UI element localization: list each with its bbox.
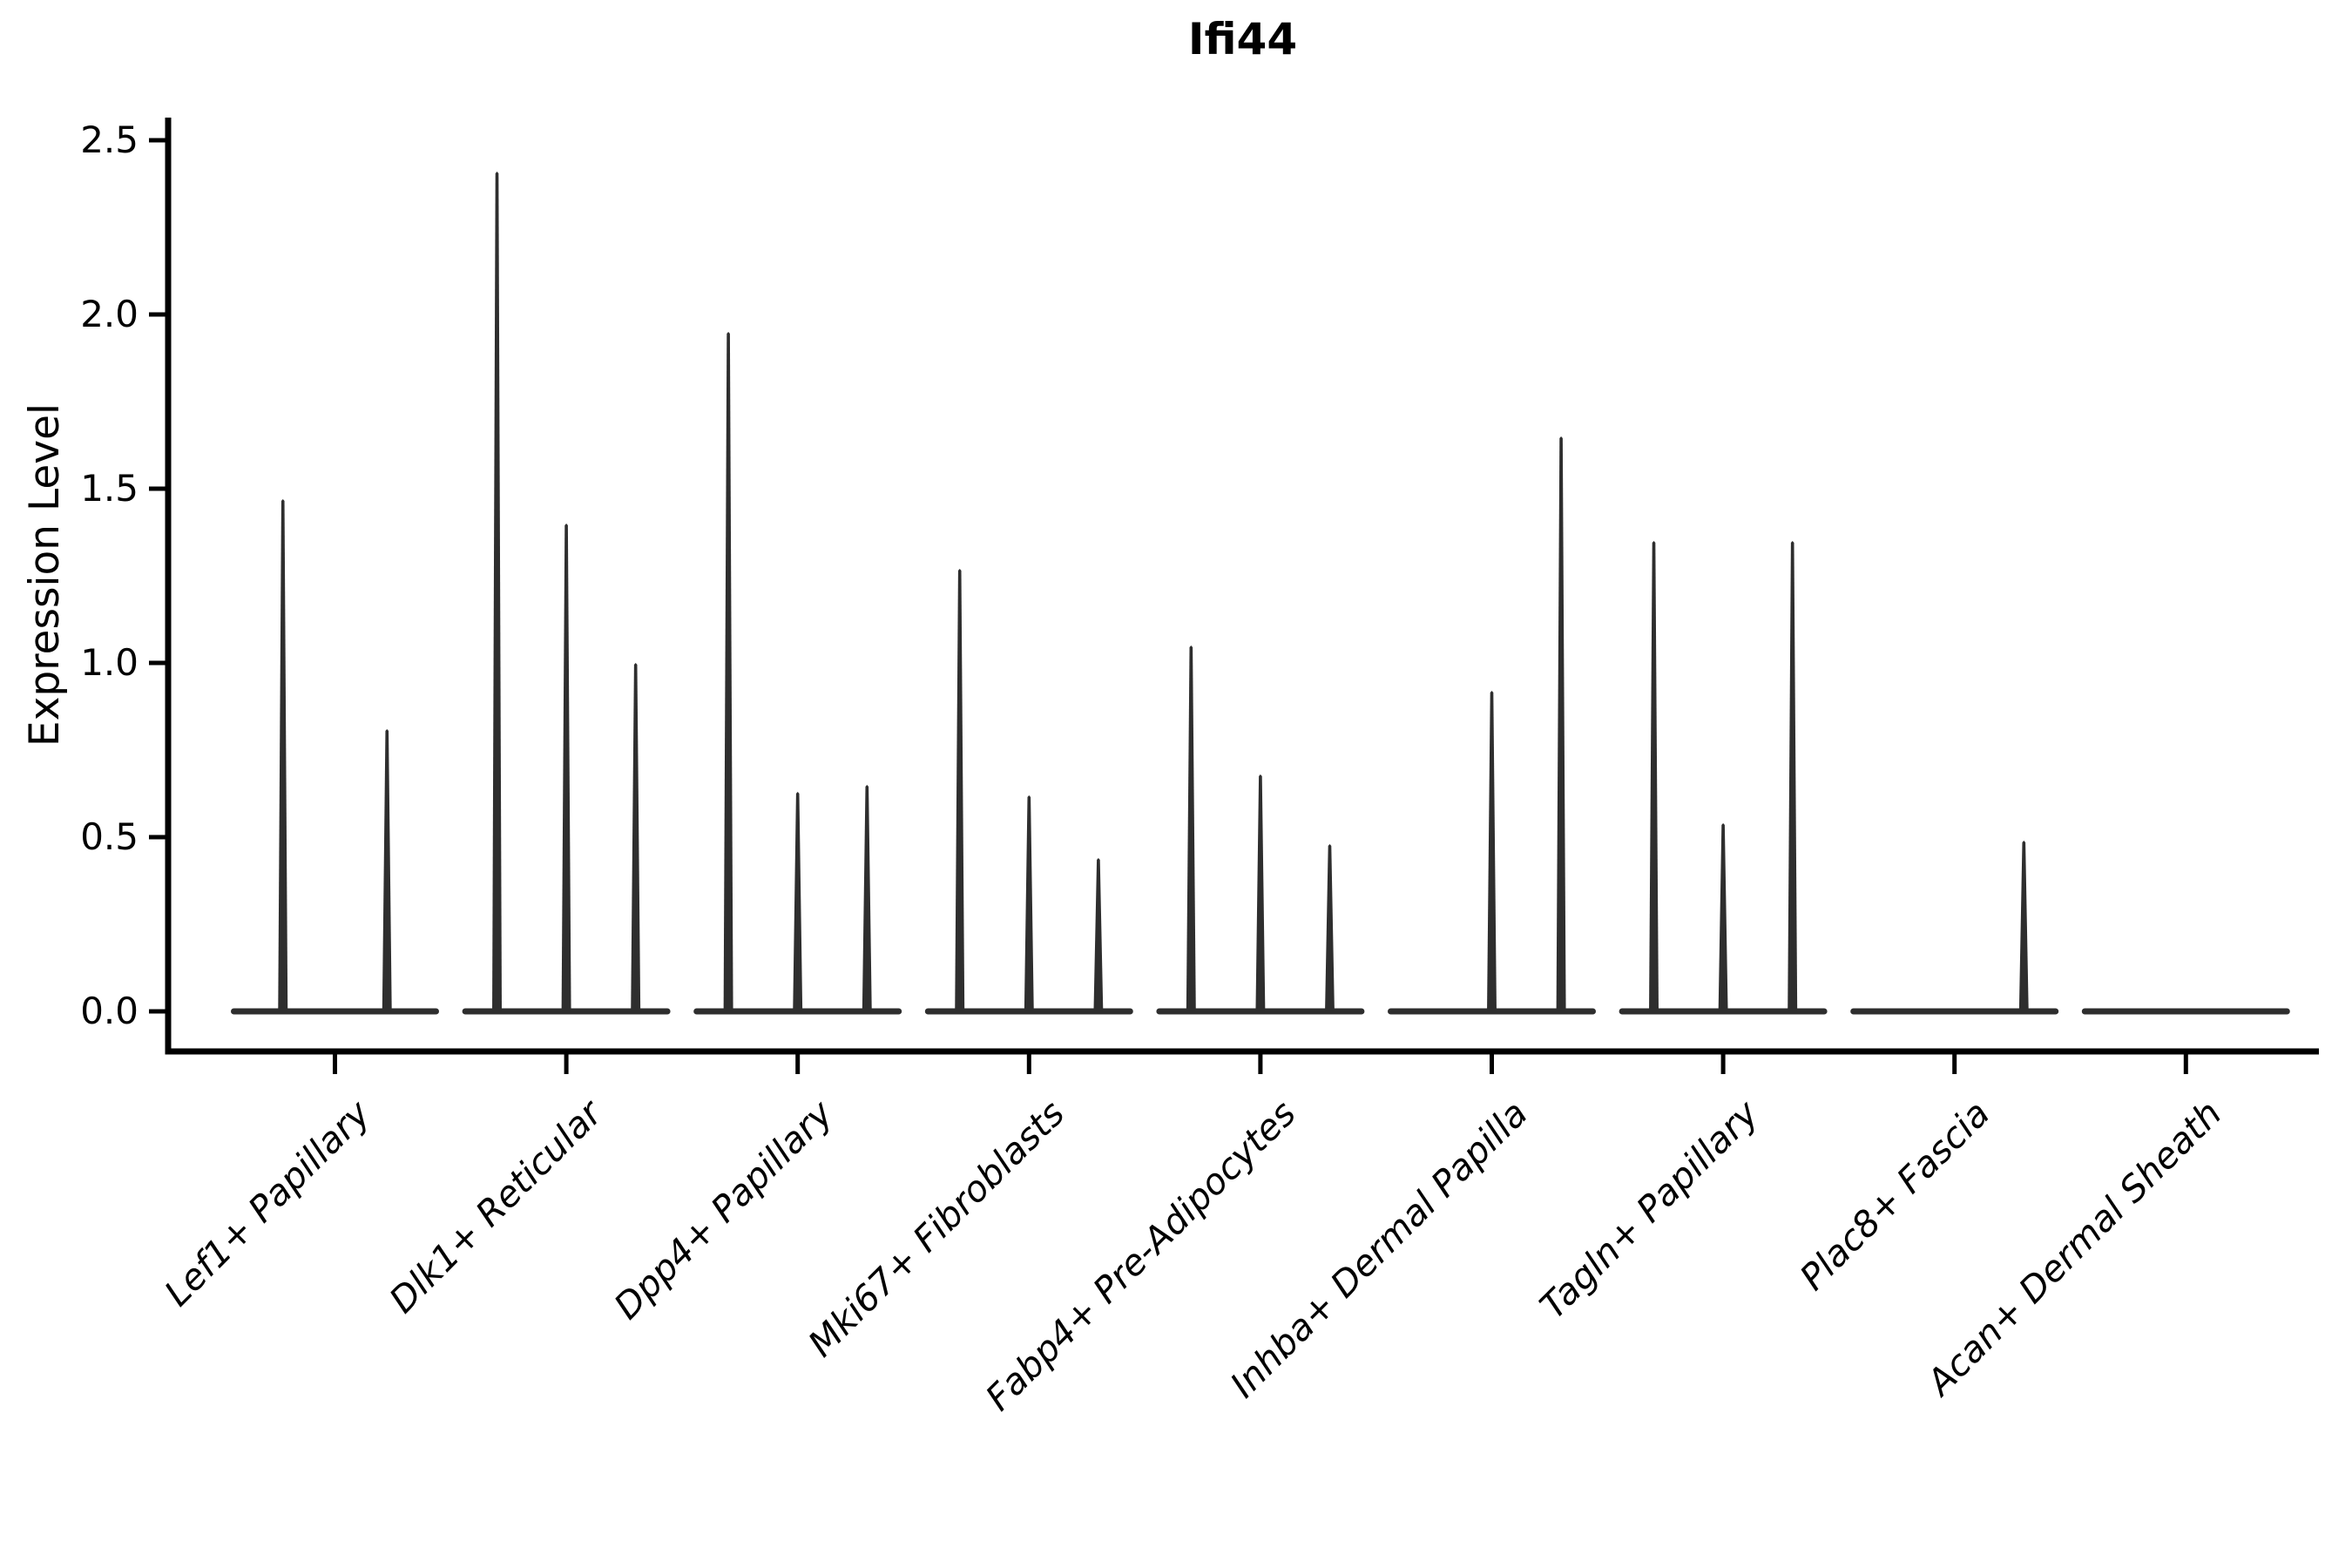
violin-spike bbox=[1487, 691, 1497, 1014]
violin-spike bbox=[561, 524, 571, 1014]
violin-spike bbox=[1718, 823, 1728, 1014]
violin-spike bbox=[1024, 795, 1034, 1014]
violin-baseline bbox=[2081, 1008, 2290, 1015]
chart-title: Ifi44 bbox=[1187, 14, 1298, 64]
violin-spike bbox=[793, 792, 803, 1014]
y-tick-label: 1.5 bbox=[80, 467, 139, 510]
violin-spike bbox=[862, 785, 872, 1014]
y-tick-label: 1.0 bbox=[80, 641, 139, 684]
violin-spike bbox=[1556, 436, 1566, 1014]
violin-spike bbox=[955, 569, 965, 1014]
violin-spike bbox=[1788, 541, 1798, 1014]
violin-spike bbox=[382, 729, 392, 1014]
violin-spike bbox=[631, 663, 641, 1014]
y-tick-label: 0.0 bbox=[80, 990, 139, 1032]
violin-baseline bbox=[231, 1008, 439, 1015]
violin-spike bbox=[1255, 774, 1266, 1014]
violin-spike bbox=[492, 172, 503, 1014]
violin-spike bbox=[2018, 841, 2029, 1014]
violin-spike bbox=[1186, 645, 1196, 1014]
y-axis-label: Expression Level bbox=[21, 402, 69, 747]
y-tick-label: 2.5 bbox=[80, 118, 139, 161]
violin-baseline bbox=[1850, 1008, 2059, 1015]
y-tick-label: 2.0 bbox=[80, 293, 139, 335]
violin-spike bbox=[1324, 844, 1335, 1014]
violin-spike bbox=[723, 332, 733, 1014]
violin-spike bbox=[1093, 858, 1104, 1014]
y-tick-label: 0.5 bbox=[80, 815, 139, 858]
violin-spike bbox=[1649, 541, 1659, 1014]
violin-spike bbox=[278, 499, 288, 1014]
